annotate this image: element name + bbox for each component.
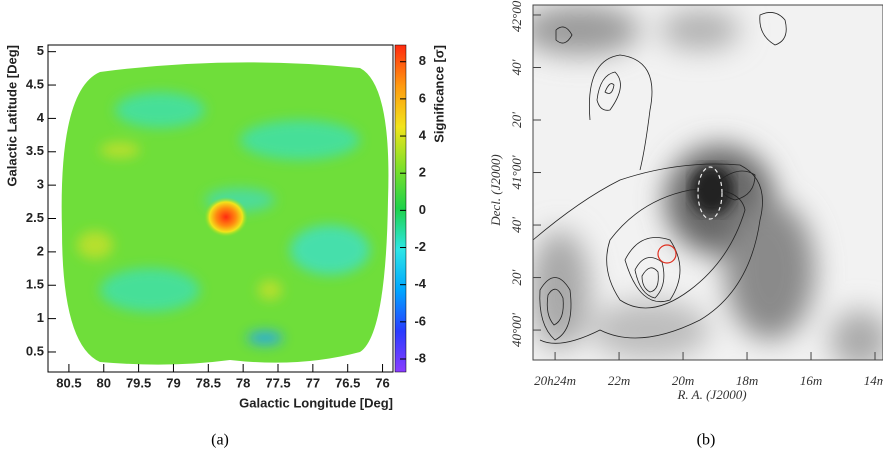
- x-tick-label: 80: [97, 375, 111, 390]
- y-tick-label: 40': [509, 59, 524, 75]
- y-tick-label: 40°00': [509, 313, 524, 347]
- colorbar-title: Significance [σ]: [431, 45, 446, 143]
- grayscale-map: [533, 5, 883, 360]
- y-tick-label: 2: [37, 243, 44, 258]
- colorbar-tick-label: -4: [414, 276, 426, 291]
- y-tick-label: 20': [509, 112, 524, 128]
- y-tick-label: 1: [37, 310, 44, 325]
- colorbar-tick-label: -8: [414, 350, 426, 365]
- caption: (b): [697, 432, 716, 449]
- x-tick-label: 16m: [800, 373, 822, 388]
- x-tick-label: 79.5: [126, 375, 151, 390]
- colorbar: [394, 44, 407, 373]
- x-tick-label: 78: [236, 375, 250, 390]
- y-tick-label: 3: [37, 177, 44, 192]
- colorbar-tick-label: -6: [414, 313, 426, 328]
- y-tick-label: 1.5: [26, 277, 44, 292]
- x-axis-title: Galactic Longitude [Deg]: [239, 395, 393, 410]
- colorbar-tick-label: 6: [419, 90, 426, 105]
- y-tick-label: 3.5: [26, 143, 44, 158]
- x-tick-label: 20h24m: [534, 373, 576, 388]
- y-axis-title: Decl. (J2000): [488, 154, 503, 226]
- y-tick-label: 40': [509, 217, 524, 233]
- x-tick-label: 77: [306, 375, 320, 390]
- y-axis-title: Galactic Latitude [Deg]: [4, 45, 19, 187]
- y-tick-label: 20': [509, 269, 524, 285]
- y-tick-label: 4.5: [26, 76, 44, 91]
- x-tick-label: 18m: [736, 373, 758, 388]
- y-tick-label: 0.5: [26, 343, 44, 358]
- y-tick-label: 5: [37, 43, 44, 58]
- x-tick-label: 76: [375, 375, 389, 390]
- plot-frame: [532, 4, 883, 361]
- x-tick-label: 77.5: [265, 375, 290, 390]
- x-tick-label: 76.5: [335, 375, 360, 390]
- colorbar-tick-label: -2: [414, 239, 426, 254]
- plot-frame: [47, 44, 394, 373]
- x-tick-label: 78.5: [196, 375, 221, 390]
- x-tick-label: 22m: [608, 373, 630, 388]
- x-axis-title: R. A. (J2000): [676, 387, 746, 402]
- colorbar-tick-label: 8: [419, 53, 426, 68]
- x-tick-label: 80.5: [56, 375, 81, 390]
- y-tick-label: 42°00': [509, 0, 524, 32]
- y-tick-label: 4: [37, 110, 45, 125]
- y-tick-label: 2.5: [26, 210, 44, 225]
- y-tick-label: 41°00': [509, 155, 524, 189]
- colorbar-tick-label: 0: [419, 202, 426, 217]
- x-tick-label: 14m: [864, 373, 883, 388]
- x-tick-label: 20m: [672, 373, 694, 388]
- significance-map: [61, 62, 389, 365]
- colorbar-tick-label: 4: [419, 127, 427, 142]
- x-tick-label: 79: [166, 375, 180, 390]
- colorbar-tick-label: 2: [419, 165, 426, 180]
- caption: (a): [211, 432, 229, 449]
